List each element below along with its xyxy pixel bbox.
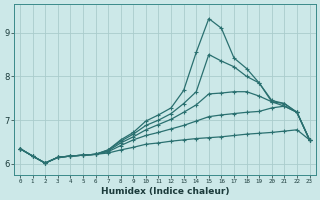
X-axis label: Humidex (Indice chaleur): Humidex (Indice chaleur)	[100, 187, 229, 196]
